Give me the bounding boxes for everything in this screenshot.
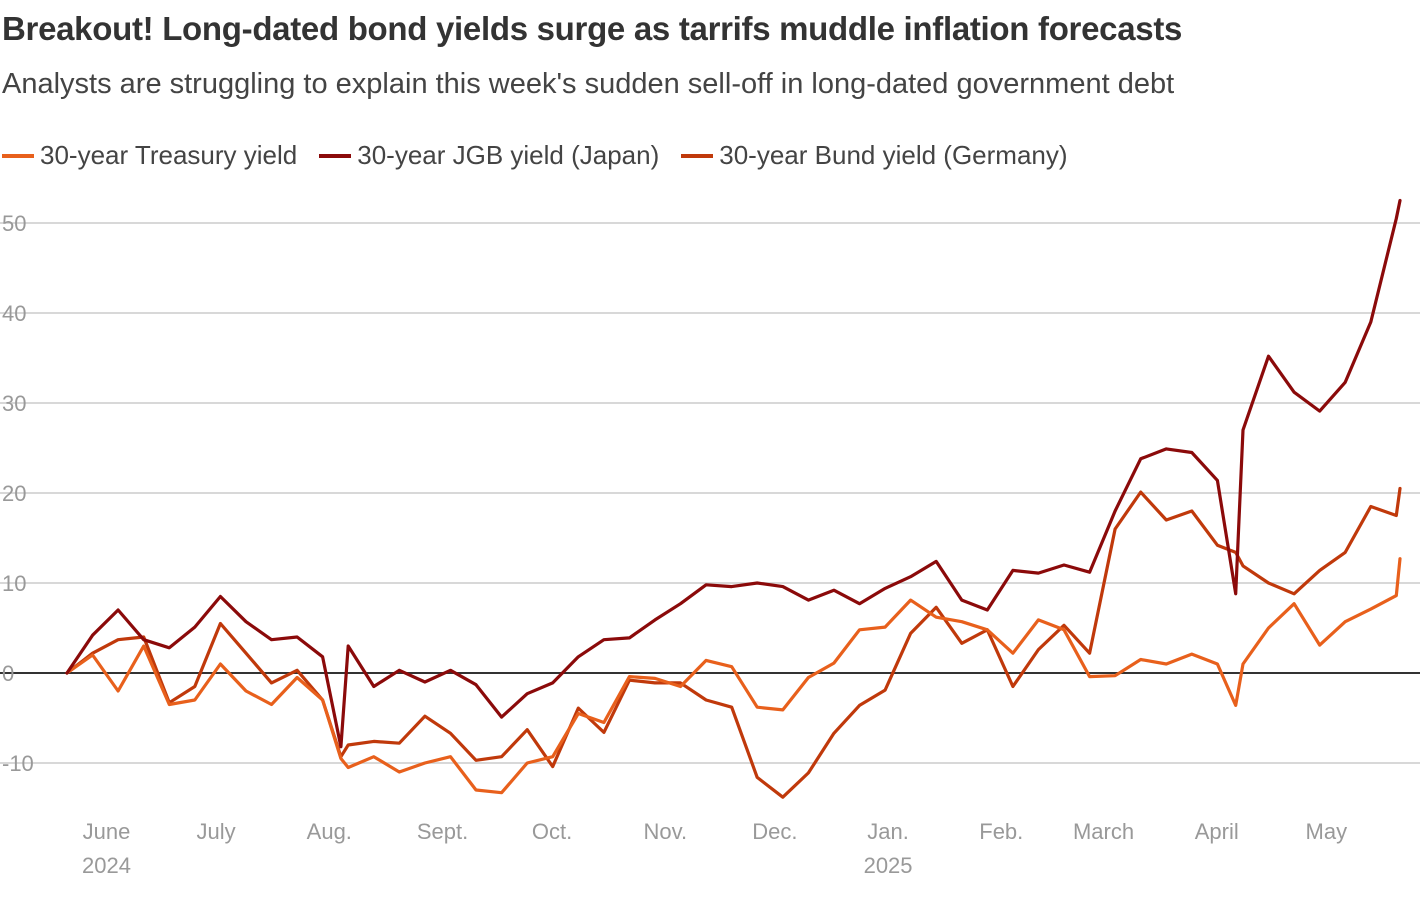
legend-swatch-treasury — [2, 153, 34, 158]
treasury-line — [65, 557, 1402, 795]
x-tick-year-label: 2024 — [82, 853, 131, 878]
legend-item-treasury: 30-year Treasury yield — [2, 140, 297, 171]
legend-swatch-jgb — [319, 153, 352, 158]
x-tick-label: Feb. — [979, 819, 1023, 844]
y-tick-label: 0 — [2, 661, 14, 686]
chart-subtitle: Analysts are struggling to explain this … — [2, 68, 1175, 100]
y-tick-label: 20 — [2, 481, 26, 506]
x-tick-year-label: 2025 — [864, 853, 913, 878]
x-tick-label: May — [1306, 819, 1348, 844]
legend-item-jgb: 30-year JGB yield (Japan) — [319, 140, 659, 171]
legend-label-bund: 30-year Bund yield (Germany) — [719, 140, 1068, 170]
x-tick-label: Jan. — [867, 819, 909, 844]
y-tick-label: 30 — [2, 391, 26, 416]
x-tick-label: Aug. — [307, 819, 352, 844]
x-tick-label: March — [1073, 819, 1134, 844]
x-tick-label: July — [197, 819, 236, 844]
chart-title: Breakout! Long-dated bond yields surge a… — [2, 10, 1183, 47]
legend-label-jgb: 30-year JGB yield (Japan) — [357, 140, 660, 170]
legend-item-bund: 30-year Bund yield (Germany) — [681, 140, 1068, 171]
bund-line — [65, 486, 1402, 799]
x-tick-label: Nov. — [643, 819, 687, 844]
legend: 30-year Treasury yield 30-year JGB yield… — [2, 140, 1068, 171]
jgb-line — [65, 198, 1402, 749]
y-tick-label: 50 — [2, 211, 26, 236]
x-tick-label: Oct. — [532, 819, 572, 844]
y-tick-label: 10 — [2, 571, 26, 596]
legend-swatch-bund — [681, 153, 714, 158]
x-axis-ticks: June 2024 July Aug. Sept. Oct. Nov. Dec. Jan. 202… — [82, 819, 1347, 878]
x-tick-label: Sept. — [417, 819, 468, 844]
series-lines — [65, 198, 1402, 799]
y-axis-ticks: -10 0 10 20 30 40 50 — [2, 211, 34, 776]
y-tick-label: 40 — [2, 301, 26, 326]
x-tick-label: April — [1195, 819, 1239, 844]
legend-label-treasury: 30-year Treasury yield — [40, 140, 298, 170]
gridlines — [0, 222, 1420, 764]
x-tick-label: June — [83, 819, 131, 844]
x-tick-label: Dec. — [752, 819, 797, 844]
y-tick-label: -10 — [2, 751, 34, 776]
